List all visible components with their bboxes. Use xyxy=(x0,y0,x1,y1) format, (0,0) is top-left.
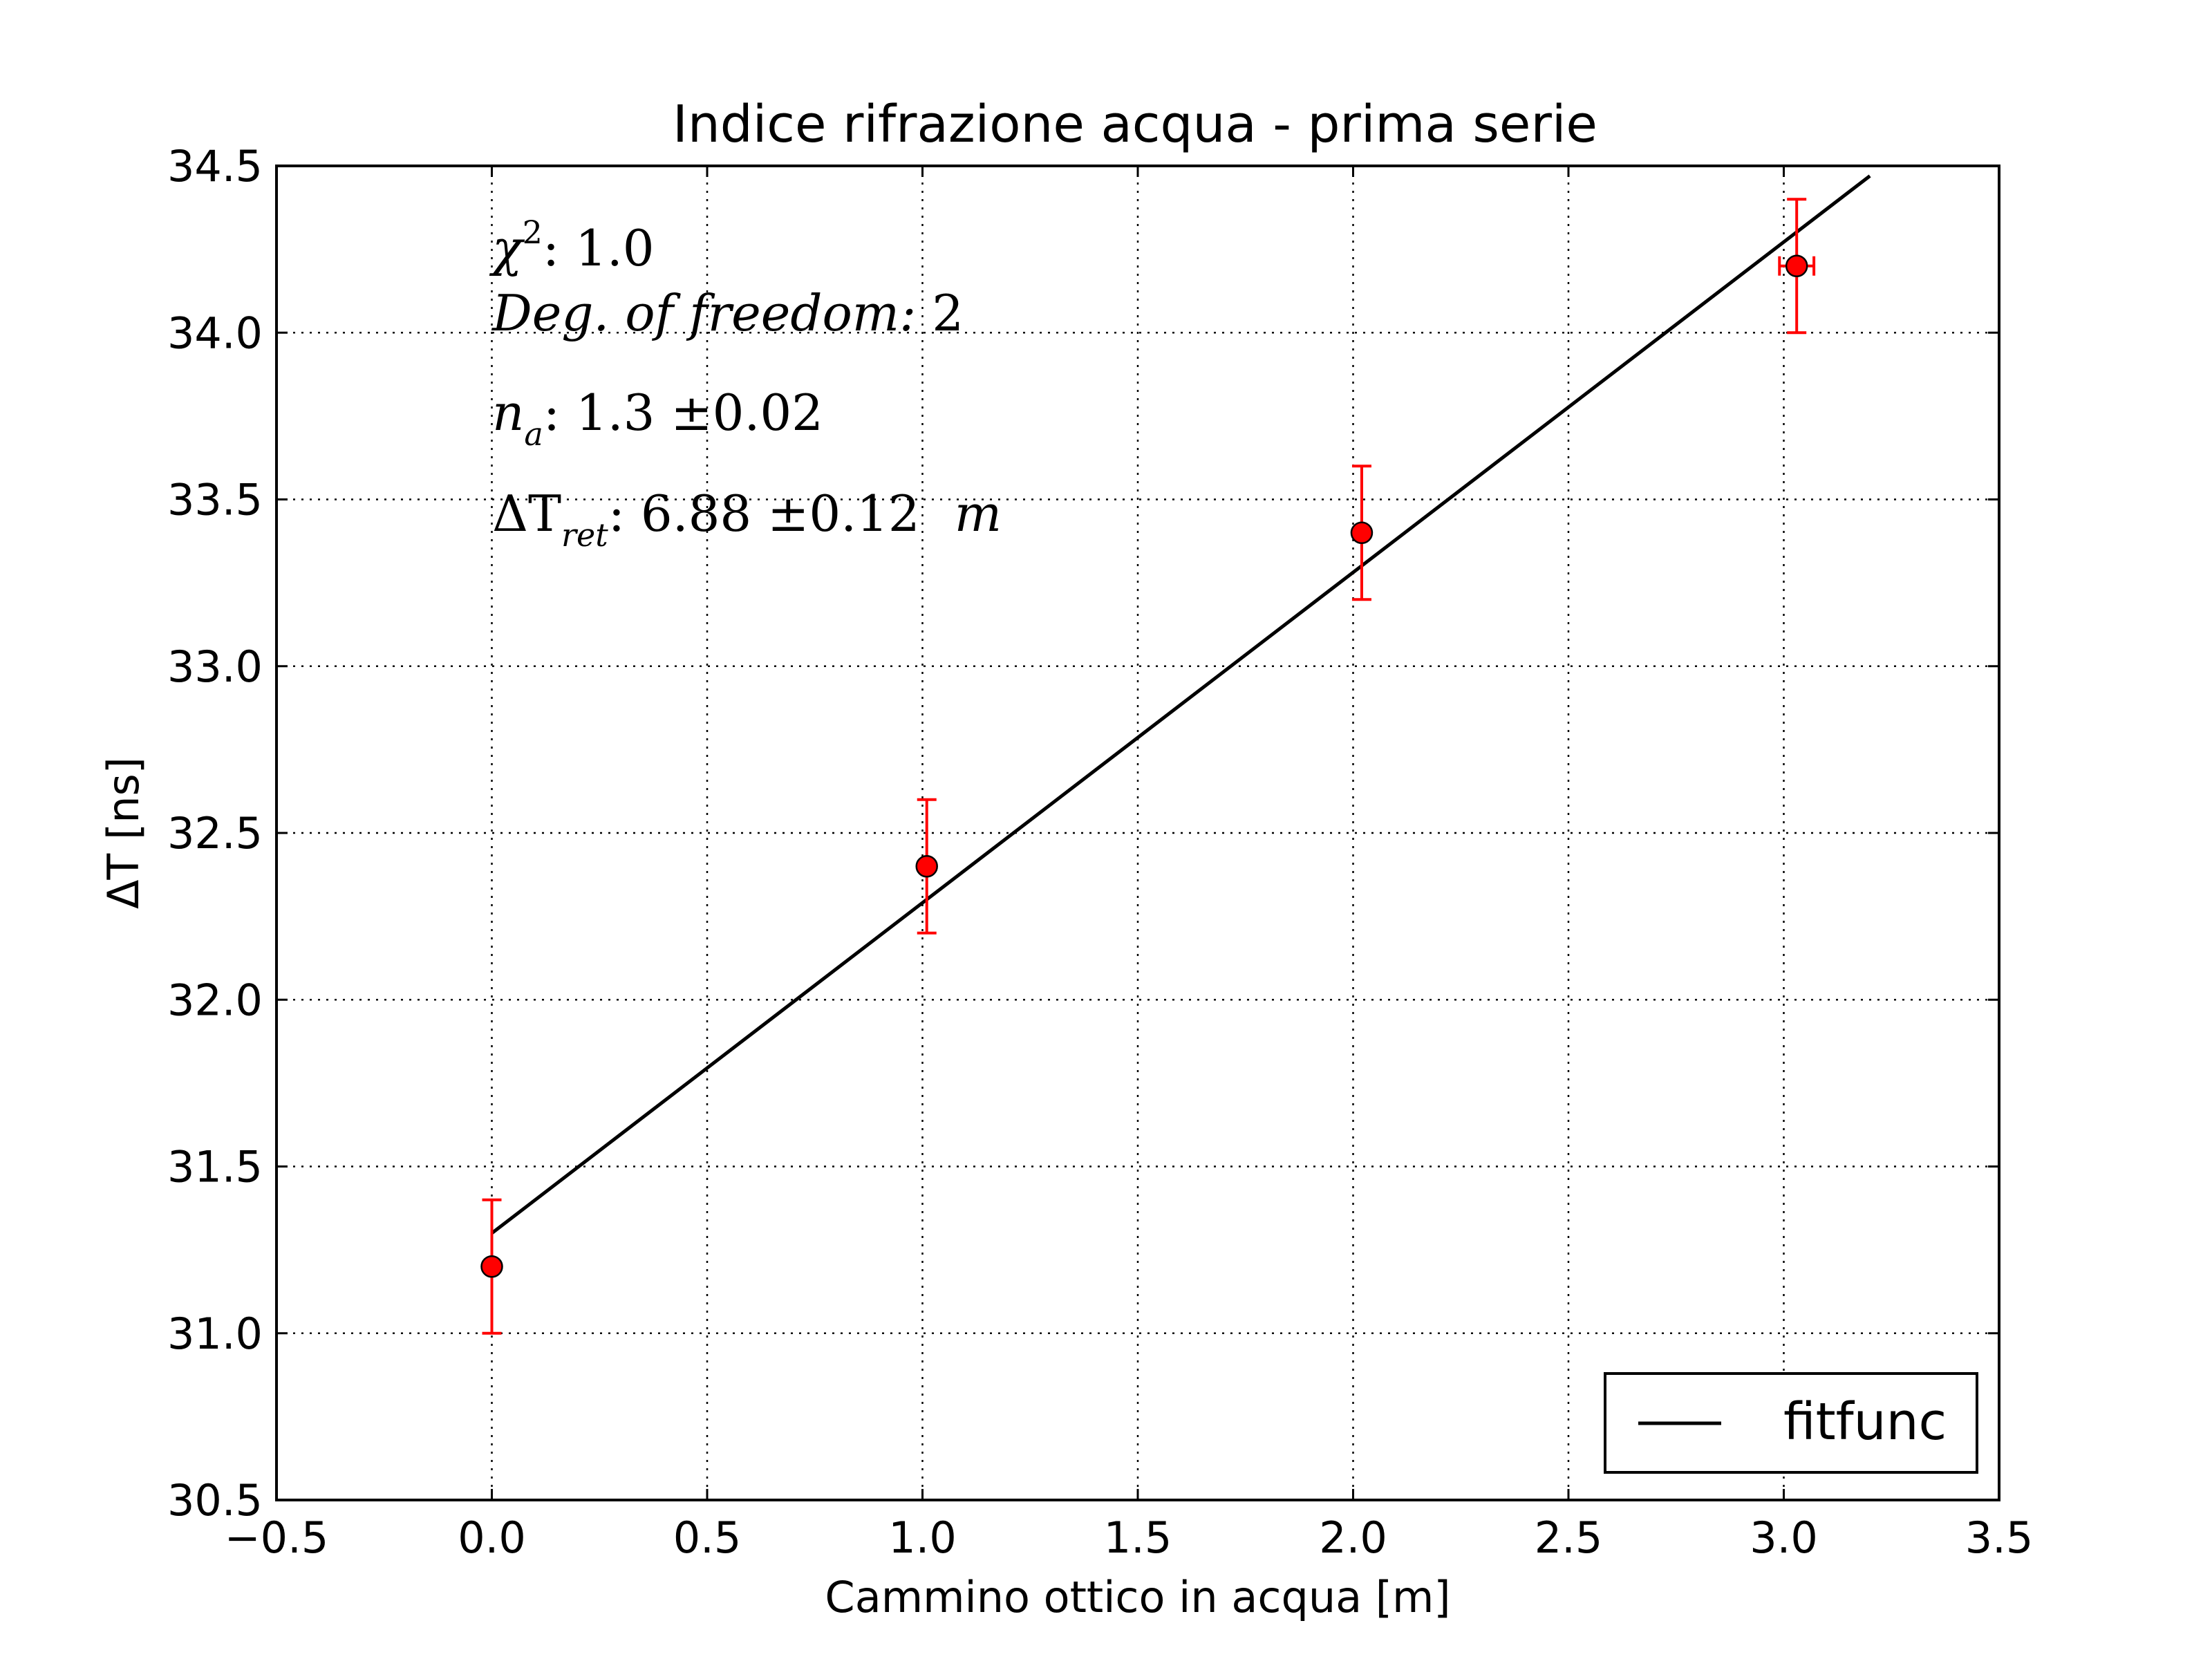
fit-annotations: χ2: 1.0 Deg. of freedom: 2 na: 1.3 ±0.02… xyxy=(489,214,1002,554)
data-point xyxy=(1350,521,1374,544)
legend-fitfunc-label: fitfunc xyxy=(1783,1392,1947,1452)
delta-t-value: : 6.88 ±0.12 xyxy=(608,485,920,543)
delta-t-symbol: ΔT xyxy=(492,485,561,543)
refractive-index-annotation: na: 1.3 ±0.02 xyxy=(492,384,823,453)
y-tick-label: 32.5 xyxy=(167,808,263,859)
x-tick-label: 3.5 xyxy=(1965,1512,2034,1563)
n-value: : 1.3 ±0.02 xyxy=(543,384,823,442)
y-axis-label: ΔT [ns] xyxy=(98,757,149,909)
x-tick-label: 2.0 xyxy=(1319,1512,1387,1563)
y-tick-label: 32.0 xyxy=(167,975,263,1025)
delta-t-unit: m xyxy=(955,485,1002,543)
dof-value: 2 xyxy=(916,284,964,342)
n-symbol: n xyxy=(492,384,524,442)
y-tick-label: 31.5 xyxy=(167,1142,263,1192)
dof-label: Deg. of freedom: xyxy=(491,284,916,342)
x-tick-label: 1.0 xyxy=(888,1512,957,1563)
y-tick-label: 30.5 xyxy=(167,1475,263,1526)
axis-ticks: −0.5 0.0 0.5 1.0 1.5 2.0 2.5 3.0 3.5 30.5 31.0 31.5… xyxy=(167,141,2033,1563)
x-axis-label: Cammino ottico in acqua [m] xyxy=(825,1572,1450,1622)
x-tick-label: −0.5 xyxy=(225,1512,329,1563)
legend: fitfunc xyxy=(1604,1372,1978,1474)
chi-symbol: χ xyxy=(489,219,525,277)
y-tick-label: 34.0 xyxy=(167,308,263,358)
x-tick-label: 3.0 xyxy=(1750,1512,1818,1563)
data-points-layer xyxy=(480,198,1816,1335)
chi-value: : 1.0 xyxy=(543,219,655,277)
dof-annotation: Deg. of freedom: 2 xyxy=(491,284,964,342)
n-subscript: a xyxy=(524,415,543,453)
chi-superscript: 2 xyxy=(523,214,543,251)
x-tick-label: 1.5 xyxy=(1104,1512,1172,1563)
x-tick-label: 0.0 xyxy=(458,1512,526,1563)
x-tick-label: 2.5 xyxy=(1535,1512,1603,1563)
delay-annotation: ΔTret: 6.88 ±0.12 m xyxy=(492,485,1002,554)
data-point xyxy=(915,855,938,878)
data-point xyxy=(1785,254,1808,277)
y-tick-label: 34.5 xyxy=(167,141,263,191)
y-tick-label: 31.0 xyxy=(167,1309,263,1359)
x-tick-label: 0.5 xyxy=(673,1512,742,1563)
fit-line xyxy=(490,174,1871,1235)
y-tick-label: 33.0 xyxy=(167,641,263,692)
fit-line-layer xyxy=(490,174,1871,1235)
y-tick-label: 33.5 xyxy=(167,475,263,525)
chart-title: Indice rifrazione acqua - prima serie xyxy=(673,95,1597,154)
chi-square-annotation: χ2: 1.0 xyxy=(489,214,655,277)
delta-t-subscript: ret xyxy=(561,516,608,554)
data-point xyxy=(480,1255,503,1278)
